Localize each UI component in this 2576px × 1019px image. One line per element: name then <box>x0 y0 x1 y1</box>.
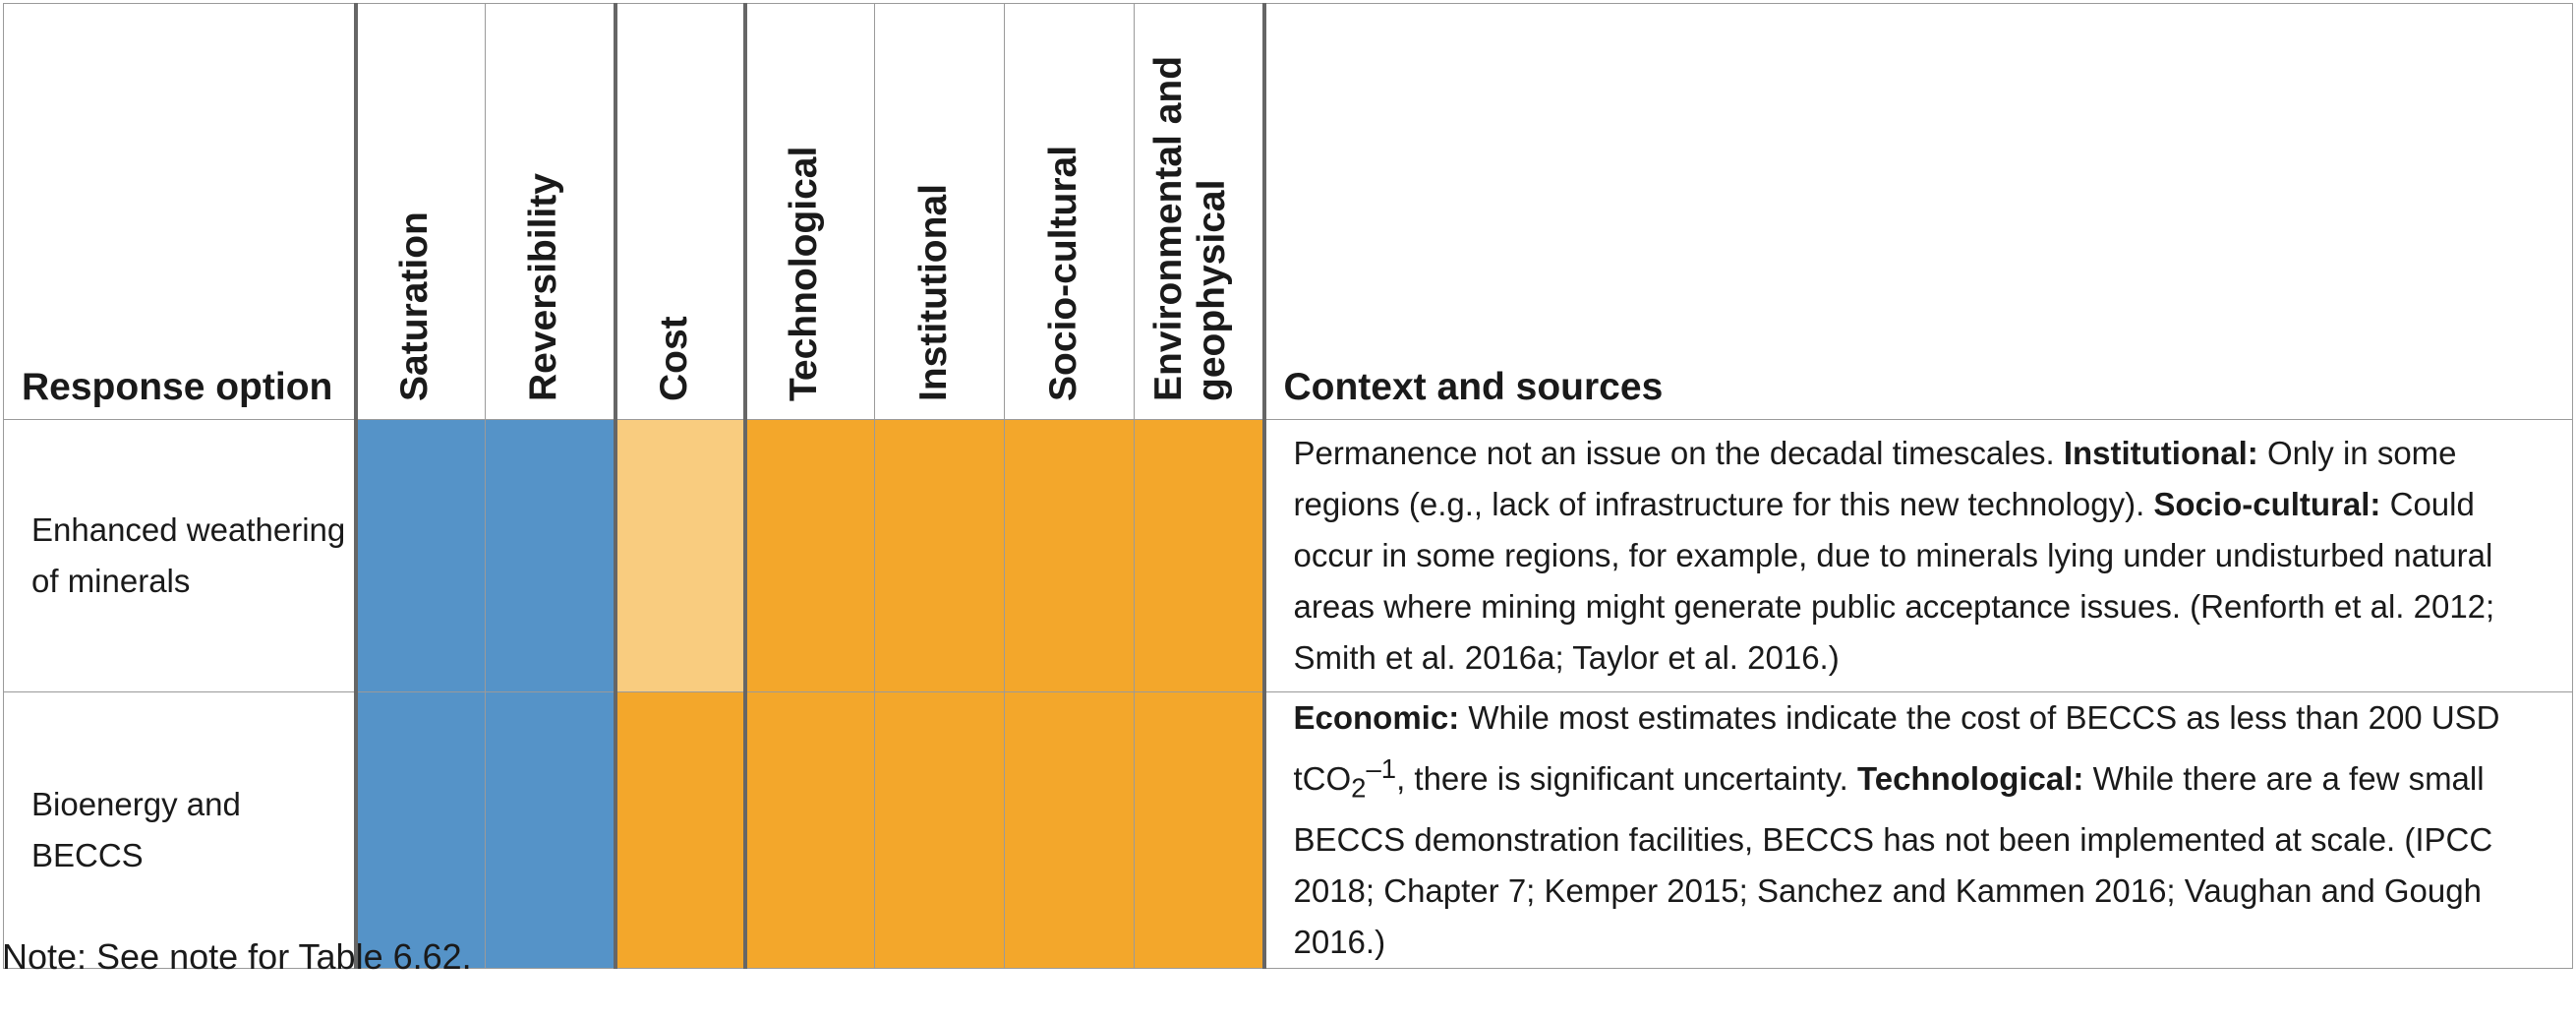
header-reversibility: Reversibility <box>485 3 615 420</box>
rating-cell-technological <box>742 691 875 969</box>
rating-cell-saturation <box>353 419 486 692</box>
rating-cell-saturation <box>353 691 486 969</box>
header-row: Response option Saturation Reversibility… <box>3 3 2573 420</box>
header-response-option: Response option <box>3 3 356 420</box>
rating-cell-environmental <box>1134 691 1264 969</box>
rating-cell-reversibility <box>485 419 615 692</box>
rating-cell-cost <box>613 691 745 969</box>
context-cell: Economic: While most estimates indicate … <box>1261 691 2573 969</box>
response-option-cell: Enhanced weathering of minerals <box>3 419 356 692</box>
rating-cell-environmental <box>1134 419 1264 692</box>
header-cost: Cost <box>613 3 745 420</box>
context-cell: Permanence not an issue on the decadal t… <box>1261 419 2573 692</box>
table-row: Bioenergy and BECCS Economic: While most… <box>3 691 2573 969</box>
table-note: Note: See note for Table 6.62. <box>2 936 472 977</box>
header-institutional: Institutional <box>874 3 1005 420</box>
rating-cell-cost <box>613 419 745 692</box>
rating-cell-institutional <box>874 419 1005 692</box>
rating-cell-technological <box>742 419 875 692</box>
header-socio-cultural: Socio-cultural <box>1004 3 1135 420</box>
header-environmental-line1: Environmental and <box>1146 55 1190 401</box>
response-option-cell: Bioenergy and BECCS <box>3 691 356 969</box>
rating-cell-institutional <box>874 691 1005 969</box>
rating-cell-socio-cultural <box>1004 691 1135 969</box>
header-context-sources: Context and sources <box>1261 3 2573 420</box>
header-technological: Technological <box>742 3 875 420</box>
header-saturation: Saturation <box>353 3 486 420</box>
rating-cell-socio-cultural <box>1004 419 1135 692</box>
response-options-table: Response option Saturation Reversibility… <box>3 3 2573 969</box>
header-environmental-geophysical: Environmental and geophysical <box>1134 3 1264 420</box>
header-environmental-line2: geophysical <box>1190 179 1233 401</box>
table-row: Enhanced weathering of minerals Permanenc… <box>3 419 2573 692</box>
rating-cell-reversibility <box>485 691 615 969</box>
